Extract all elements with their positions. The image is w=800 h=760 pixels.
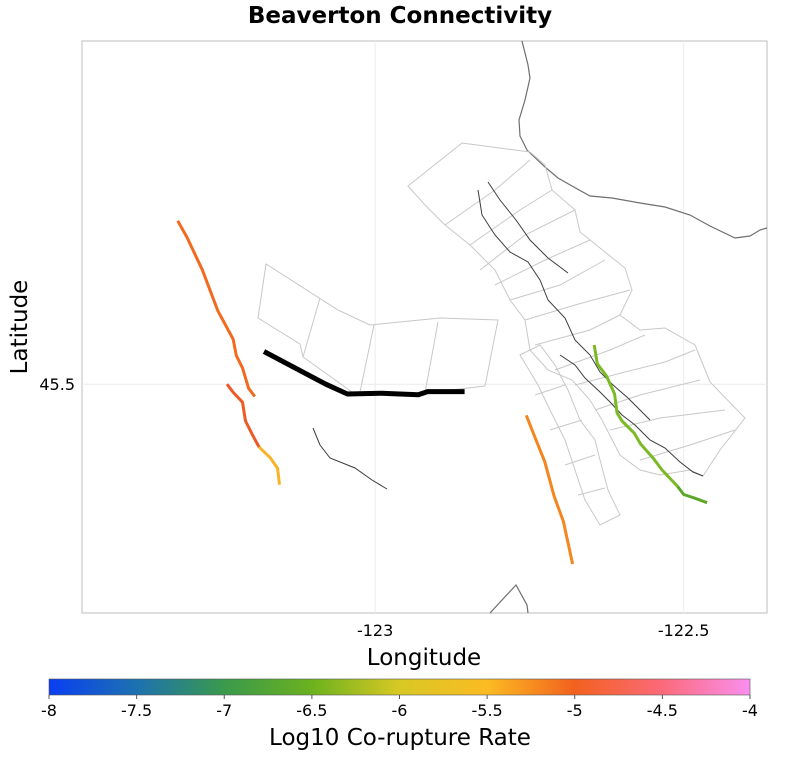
x-tick-label: -122.5 [658, 621, 710, 640]
portland-hills-divider-7 [534, 314, 621, 346]
colored-fault [524, 414, 575, 565]
east-bank-divider-4 [577, 487, 606, 496]
portland-hills-divider-2 [469, 189, 553, 246]
portland-hills-divider-12 [639, 429, 736, 461]
colorbar-tick-label: -4.5 [647, 701, 678, 720]
colored-fault [676, 485, 708, 505]
portland-hills-polygon [407, 142, 746, 477]
fault-trace-4 [559, 354, 704, 477]
portland-hills-divider-4 [494, 239, 591, 286]
y-axis-ticks: 45.5 [39, 375, 75, 394]
east-bank-polygon [519, 344, 621, 526]
x-axis-ticks: -123 -122.5 [357, 621, 710, 640]
colorbar-tick-label: -8 [41, 701, 57, 720]
y-axis-label: Latitude [7, 280, 33, 375]
chart-title: Beaverton Connectivity [248, 3, 552, 29]
colored-fault [225, 383, 261, 448]
colorbar-label: Log10 Co-rupture Rate [269, 725, 531, 751]
portland-hills-divider-5 [509, 259, 606, 301]
x-axis-label: Longitude [367, 645, 481, 671]
y-tick-label: 45.5 [39, 375, 75, 394]
fault-trace-2 [487, 181, 569, 274]
portland-hills-divider-1 [444, 159, 531, 226]
colorbar-tick-label: -6 [392, 701, 408, 720]
colorbar [48, 678, 751, 696]
colored-fault [592, 344, 679, 488]
source-fault-group [262, 349, 465, 398]
colorbar-tick-label: -5.5 [472, 701, 503, 720]
colored-fault-traces [176, 220, 708, 565]
beaverton-polygon-divider-1 [302, 297, 321, 358]
river-north-outline [518, 40, 768, 239]
beaverton-polygon-divider-3 [424, 321, 439, 394]
source-fault-trace [262, 349, 465, 398]
fault-trace-1 [312, 427, 388, 490]
unconnected-fault-traces [312, 181, 704, 490]
portland-hills-divider-9 [574, 349, 696, 386]
colored-fault [258, 446, 281, 485]
fault-trace-3 [477, 189, 651, 421]
x-tick-label: -123 [357, 621, 393, 640]
colorbar-tick-label: -5 [567, 701, 583, 720]
colored-fault [176, 220, 256, 398]
grid-lines [82, 41, 767, 613]
portland-hills-divider-6 [524, 289, 631, 321]
colorbar-ticks: -8 -7.5 -7 -6.5 -6 -5.5 -5 -4.5 -4 [41, 695, 758, 720]
river-south-outline [489, 583, 529, 614]
plot-area [81, 40, 768, 614]
colorbar-tick-label: -4 [742, 701, 758, 720]
east-bank-divider-3 [564, 454, 596, 466]
portland-hills-divider-3 [479, 209, 576, 271]
east-bank-divider-1 [534, 384, 566, 396]
colorbar-tick-label: -6.5 [296, 701, 327, 720]
portland-hills-divider-10 [594, 379, 701, 411]
east-bank-divider-2 [549, 419, 583, 431]
colorbar-tick-label: -7 [216, 701, 232, 720]
colorbar-tick-label: -7.5 [121, 701, 152, 720]
beaverton-polygon-divider-2 [359, 324, 375, 393]
coastline-outlines [489, 40, 768, 614]
